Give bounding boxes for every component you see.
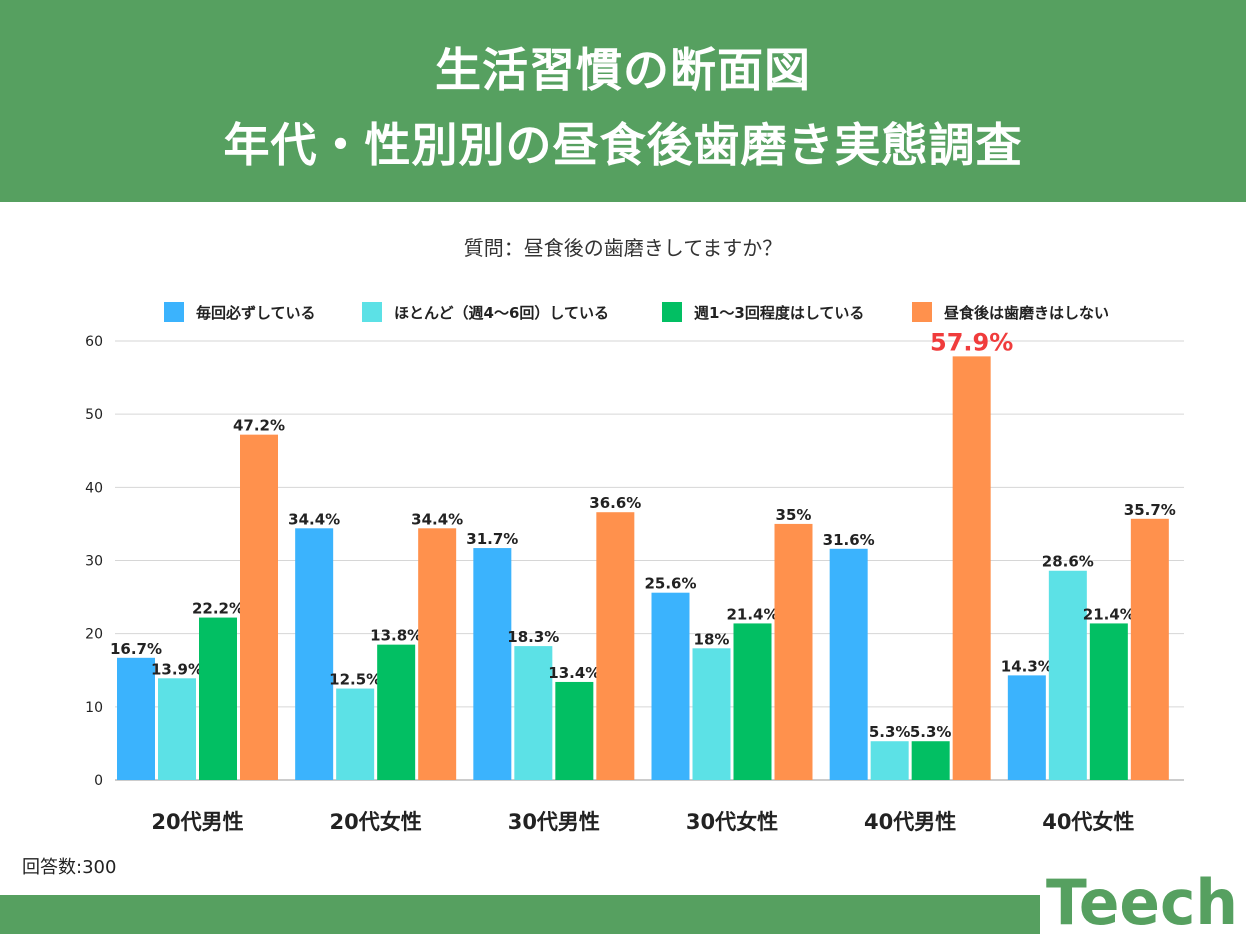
x-tick-label: 40代女性 [1042, 810, 1134, 834]
respondent-count: 回答数:300 [22, 857, 117, 878]
data-label: 35.7% [1124, 501, 1176, 519]
bar [240, 434, 278, 780]
data-label: 13.9% [151, 660, 203, 678]
chart-legend: 毎回必ずしている ほとんど（週4〜6回）している 週1〜3回程度はしている 昼食… [0, 300, 1246, 324]
y-tick-label: 60 [85, 334, 103, 350]
bar [692, 648, 731, 780]
legend-item-mostly: ほとんど（週4〜6回）している [362, 300, 609, 324]
legend-item-weekly: 週1〜3回程度はしている [662, 300, 864, 324]
data-label: 28.6% [1042, 553, 1094, 571]
x-tick-label: 20代女性 [330, 810, 422, 834]
bar [199, 617, 237, 780]
bar [336, 688, 375, 780]
data-label: 13.4% [548, 664, 600, 682]
data-label: 14.3% [1001, 657, 1053, 675]
y-tick-label: 0 [94, 773, 103, 789]
bar [377, 644, 416, 780]
data-label: 57.9% [930, 330, 1013, 356]
bar [1130, 518, 1169, 780]
bar [514, 646, 553, 780]
legend-label: 昼食後は歯磨きはしない [944, 303, 1110, 322]
data-label: 36.6% [589, 494, 641, 512]
bar [117, 657, 155, 780]
bar [596, 512, 635, 780]
bar [952, 356, 991, 780]
data-label: 31.7% [466, 530, 518, 548]
teech-logo: Teech [1040, 862, 1246, 934]
bar [774, 523, 813, 780]
bar [651, 592, 690, 780]
bar [870, 741, 909, 780]
data-label: 12.5% [329, 671, 381, 689]
data-label: 16.7% [110, 640, 162, 658]
bar [1089, 623, 1128, 780]
legend-item-never: 昼食後は歯磨きはしない [912, 300, 1109, 324]
y-tick-label: 30 [85, 554, 103, 570]
bar [829, 548, 868, 780]
legend-swatch [164, 302, 184, 322]
header-banner: 生活習慣の断面図 年代・性別別の昼食後歯磨き実態調査 [0, 0, 1246, 202]
x-tick-label: 30代女性 [686, 810, 778, 834]
data-label: 47.2% [233, 417, 285, 435]
data-label: 18.3% [507, 628, 559, 646]
bar [418, 528, 457, 780]
bar [911, 741, 950, 780]
x-tick-label: 20代男性 [151, 810, 243, 834]
data-label: 22.2% [192, 600, 244, 618]
bar [1007, 675, 1046, 780]
y-tick-label: 40 [85, 480, 103, 496]
title-line-2: 年代・性別別の昼食後歯磨き実態調査 [223, 118, 1023, 172]
bar [1048, 570, 1087, 780]
data-label: 34.4% [288, 510, 340, 528]
legend-label: 週1〜3回程度はしている [694, 303, 865, 322]
data-label: 5.3% [869, 723, 911, 741]
chart-question: 質問：昼食後の歯磨きしてますか？ [463, 236, 783, 260]
y-tick-label: 50 [85, 407, 103, 423]
data-label: 13.8% [370, 627, 422, 645]
bar-chart: 0 10 20 30 40 50 60 16.7% 13.9% 22.2% 47.2% 20代男性 34… [85, 330, 1184, 834]
legend-swatch [362, 302, 382, 322]
y-tick-label: 10 [85, 700, 103, 716]
data-label: 34.4% [411, 510, 463, 528]
legend-swatch [662, 302, 682, 322]
data-label: 25.6% [644, 575, 696, 593]
bar [473, 548, 512, 780]
bar [158, 678, 196, 780]
bar [555, 681, 594, 780]
legend-item-every-time: 毎回必ずしている [164, 300, 316, 324]
x-tick-label: 40代男性 [864, 810, 956, 834]
bar [295, 528, 334, 780]
data-label: 5.3% [910, 723, 952, 741]
title-line-1: 生活習慣の断面図 [435, 43, 811, 97]
legend-label: ほとんど（週4〜6回）している [394, 303, 609, 322]
data-label: 18% [694, 630, 730, 648]
data-label: 35% [776, 506, 812, 524]
y-tick-label: 20 [85, 627, 103, 643]
footer-bar [0, 895, 1246, 934]
data-label: 21.4% [726, 605, 778, 623]
legend-label: 毎回必ずしている [196, 303, 316, 322]
svg-text:Teech: Teech [1046, 866, 1238, 934]
data-label: 31.6% [823, 531, 875, 549]
legend-swatch [912, 302, 932, 322]
x-tick-label: 30代男性 [508, 810, 600, 834]
data-label: 21.4% [1083, 605, 1135, 623]
bar [733, 623, 772, 780]
